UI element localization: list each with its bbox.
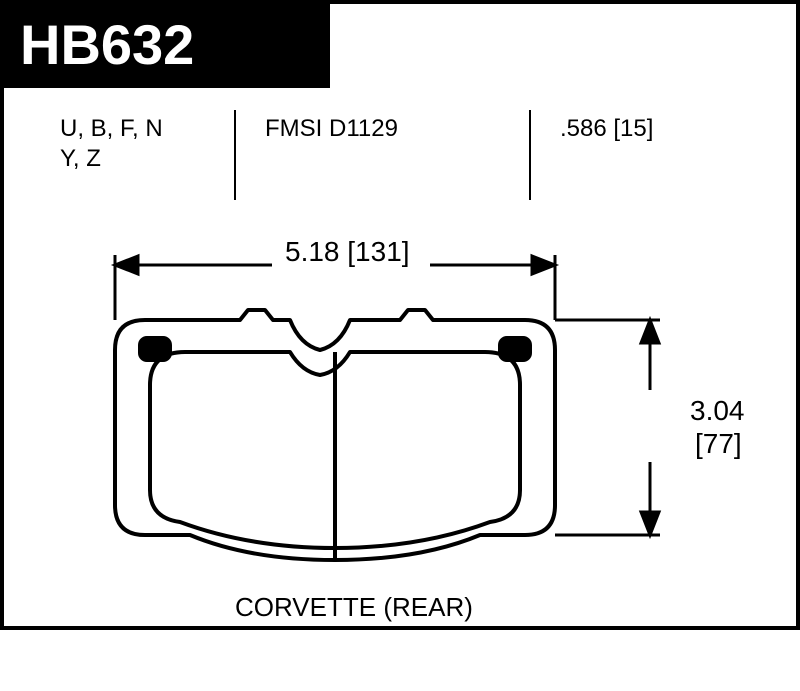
- fmsi-label: FMSI D1129: [265, 115, 398, 143]
- height-dimension-line2: [77]: [695, 428, 742, 460]
- product-label: CORVETTE (REAR): [235, 592, 473, 623]
- outer-frame: [0, 0, 800, 630]
- compounds-line1: U, B, F, N: [60, 115, 163, 143]
- diagram-stage: HB632 U, B, F, N Y, Z FMSI D1129 .586 [1…: [0, 0, 800, 691]
- thickness-label: .586 [15]: [560, 115, 653, 143]
- part-number: HB632: [20, 12, 194, 77]
- compounds-line2: Y, Z: [60, 145, 101, 173]
- header-bar: HB632: [0, 0, 330, 88]
- height-dimension-line1: 3.04: [690, 395, 745, 427]
- width-dimension-label: 5.18 [131]: [285, 236, 410, 268]
